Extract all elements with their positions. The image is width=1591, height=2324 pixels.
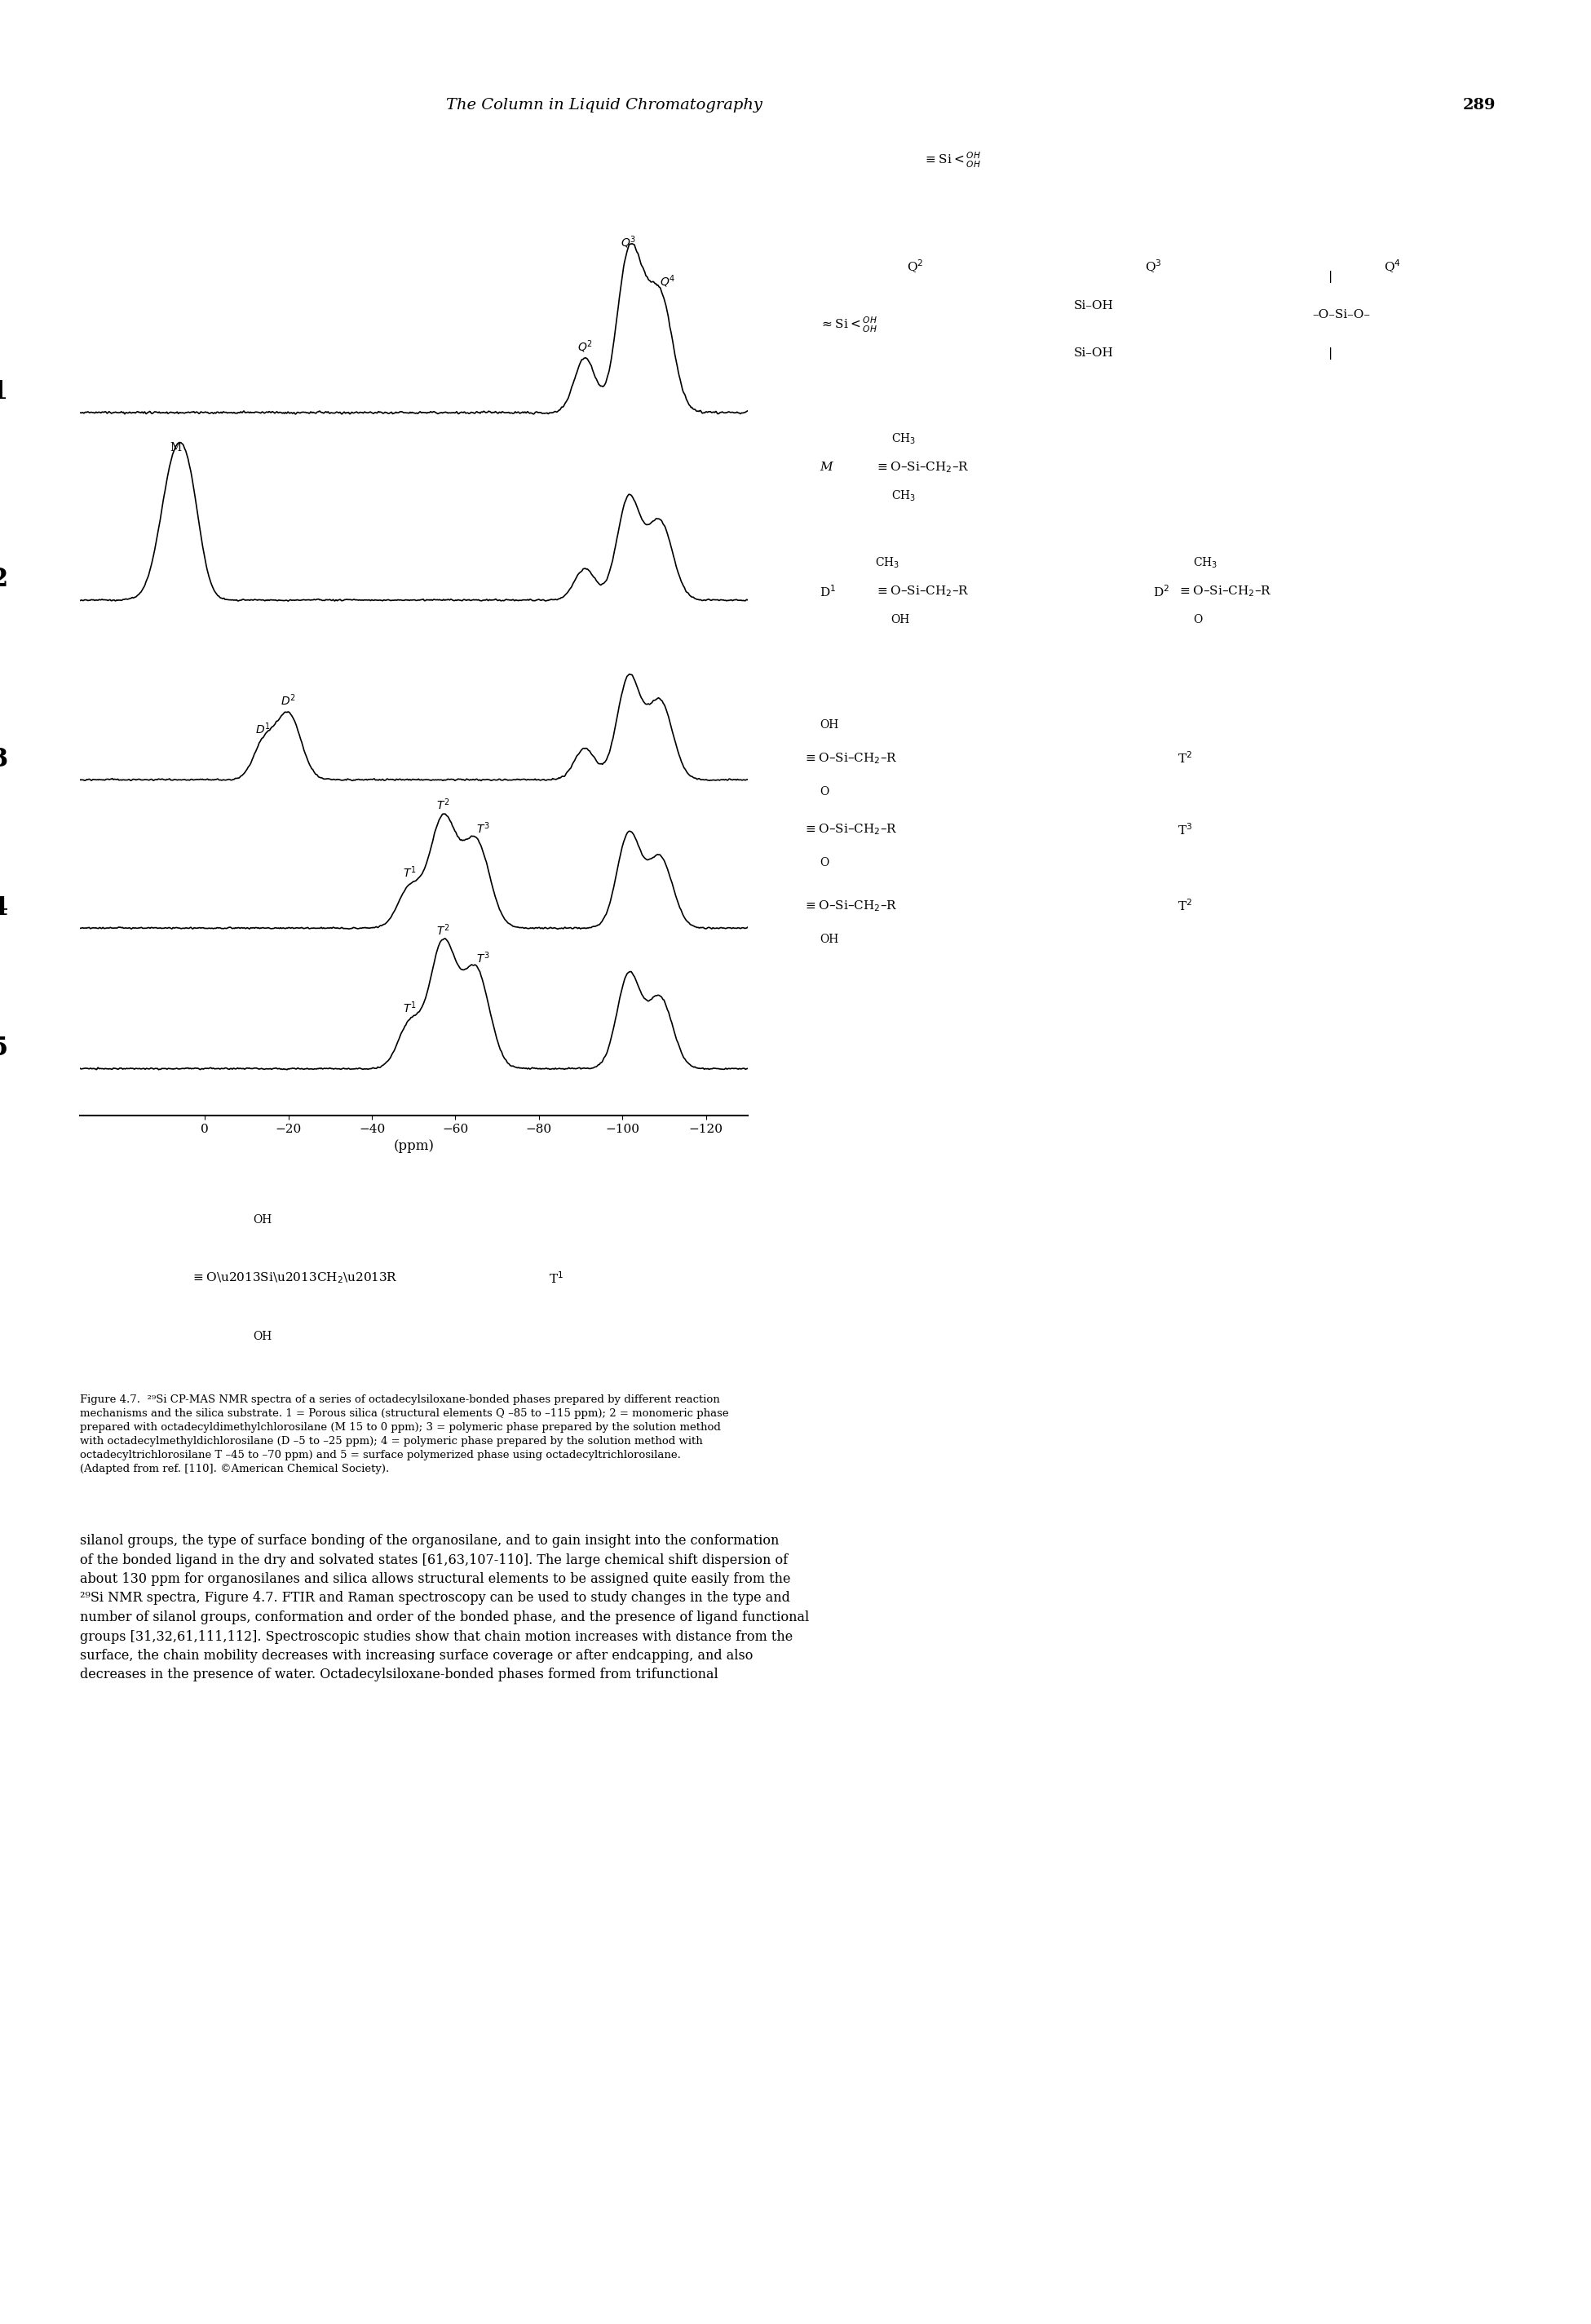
Text: M: M — [819, 462, 832, 474]
Text: $T^3$: $T^3$ — [476, 820, 490, 837]
Text: T$^2$: T$^2$ — [1177, 899, 1192, 913]
Text: $\equiv$O–Si–CH$_2$–R: $\equiv$O–Si–CH$_2$–R — [803, 823, 897, 837]
X-axis label: (ppm): (ppm) — [393, 1139, 434, 1153]
Text: O: O — [819, 858, 829, 869]
Text: D$^1$: D$^1$ — [819, 583, 835, 600]
Text: 5: 5 — [0, 1037, 8, 1060]
Text: $\equiv$O–Si–CH$_2$–R: $\equiv$O–Si–CH$_2$–R — [803, 751, 897, 765]
Text: OH: OH — [891, 614, 910, 625]
Text: $\equiv$Si$<$$^{OH}_{OH}$: $\equiv$Si$<$$^{OH}_{OH}$ — [923, 151, 980, 170]
Text: CH$_3$: CH$_3$ — [891, 488, 915, 504]
Text: $T^1$: $T^1$ — [403, 865, 417, 881]
Text: D$^2$: D$^2$ — [1153, 583, 1169, 600]
Text: The Column in Liquid Chromatography: The Column in Liquid Chromatography — [447, 98, 762, 112]
Text: $\approx$Si$<$$_{OH}^{OH}$: $\approx$Si$<$$_{OH}^{OH}$ — [819, 316, 877, 335]
Text: Figure 4.7.  ²⁹Si CP-MAS NMR spectra of a series of octadecylsiloxane-bonded pha: Figure 4.7. ²⁹Si CP-MAS NMR spectra of a… — [80, 1394, 729, 1473]
Text: $T^2$: $T^2$ — [436, 923, 450, 937]
Text: $\equiv$O–Si–CH$_2$–R: $\equiv$O–Si–CH$_2$–R — [875, 583, 969, 600]
Text: CH$_3$: CH$_3$ — [1193, 555, 1217, 569]
Text: |: | — [1328, 272, 1333, 284]
Text: 289: 289 — [1464, 98, 1496, 112]
Text: $Q^2$: $Q^2$ — [578, 339, 593, 356]
Text: 4: 4 — [0, 895, 8, 920]
Text: $T^1$: $T^1$ — [403, 999, 417, 1016]
Text: 2: 2 — [0, 567, 8, 593]
Text: OH: OH — [819, 934, 838, 946]
Text: $\equiv$O–Si–CH$_2$–R: $\equiv$O–Si–CH$_2$–R — [875, 460, 969, 474]
Text: Si–OH: Si–OH — [1074, 300, 1114, 311]
Text: OH: OH — [819, 718, 838, 730]
Text: OH: OH — [253, 1332, 272, 1341]
Text: M: M — [170, 442, 181, 453]
Text: |: | — [1328, 346, 1333, 360]
Text: Si–OH: Si–OH — [1074, 349, 1114, 358]
Text: T$^1$: T$^1$ — [549, 1271, 563, 1285]
Text: T$^2$: T$^2$ — [1177, 751, 1192, 767]
Text: O: O — [1193, 614, 1203, 625]
Text: $T^2$: $T^2$ — [436, 797, 450, 813]
Text: $Q^4$: $Q^4$ — [660, 274, 676, 288]
Text: T$^3$: T$^3$ — [1177, 823, 1192, 837]
Text: $D^1$: $D^1$ — [256, 720, 270, 737]
Text: CH$_3$: CH$_3$ — [891, 432, 915, 446]
Text: silanol groups, the type of surface bonding of the organosilane, and to gain ins: silanol groups, the type of surface bond… — [80, 1534, 808, 1683]
Text: 3: 3 — [0, 746, 8, 772]
Text: OH: OH — [253, 1215, 272, 1225]
Text: $\equiv$O\u2013Si\u2013CH$_2$\u2013R: $\equiv$O\u2013Si\u2013CH$_2$\u2013R — [191, 1271, 398, 1285]
Text: $D^2$: $D^2$ — [280, 693, 296, 709]
Text: $\equiv$O–Si–CH$_2$–R: $\equiv$O–Si–CH$_2$–R — [803, 899, 897, 913]
Text: 1: 1 — [0, 379, 8, 404]
Text: –O–Si–O–: –O–Si–O– — [1313, 309, 1370, 321]
Text: Q$^2$: Q$^2$ — [907, 258, 923, 274]
Text: CH$_3$: CH$_3$ — [875, 555, 899, 569]
Text: Q$^3$: Q$^3$ — [1146, 258, 1161, 274]
Text: Q$^4$: Q$^4$ — [1384, 258, 1400, 274]
Text: O: O — [819, 786, 829, 797]
Text: $T^3$: $T^3$ — [476, 951, 490, 964]
Text: $Q^3$: $Q^3$ — [620, 235, 636, 251]
Text: $\equiv$O–Si–CH$_2$–R: $\equiv$O–Si–CH$_2$–R — [1177, 583, 1271, 600]
